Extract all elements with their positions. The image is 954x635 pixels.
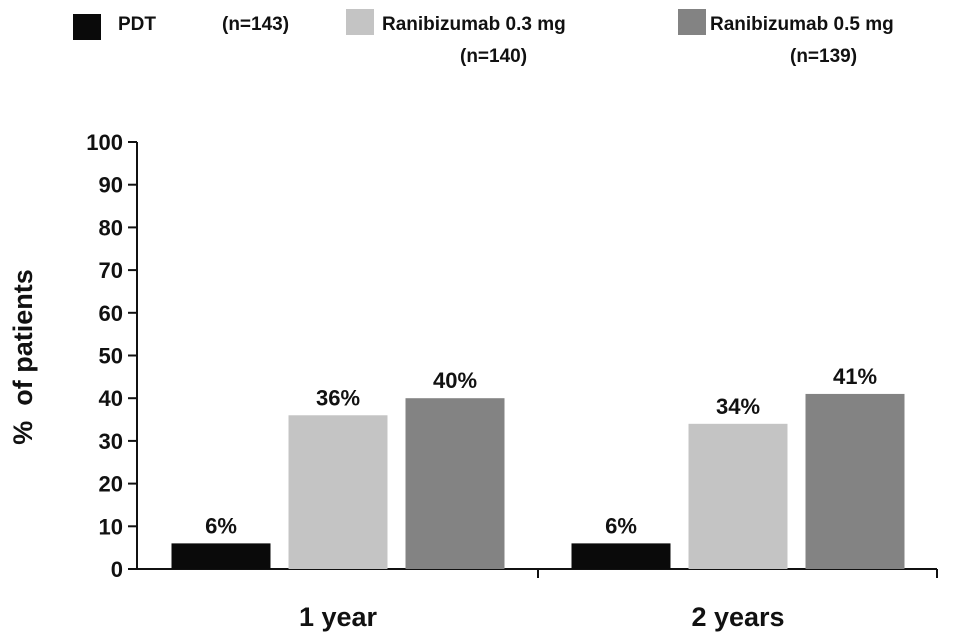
legend-swatch-ranibizumab-03 bbox=[346, 9, 374, 35]
bar-value-label: 6% bbox=[205, 513, 237, 538]
bar bbox=[805, 393, 905, 569]
legend-item-ranibizumab-05: Ranibizumab 0.5 mg (n=139) bbox=[678, 9, 894, 67]
y-tick-label: 60 bbox=[99, 301, 123, 326]
legend-item-pdt: PDT (n=143) bbox=[73, 14, 289, 40]
bar-value-label: 41% bbox=[833, 364, 877, 389]
bar bbox=[571, 543, 671, 569]
y-tick-label: 10 bbox=[99, 514, 123, 539]
y-tick-label: 100 bbox=[86, 130, 123, 155]
category-label: 1 year bbox=[299, 602, 378, 632]
bar-value-label: 6% bbox=[605, 513, 637, 538]
y-tick-label: 80 bbox=[99, 215, 123, 240]
bar bbox=[288, 415, 388, 569]
legend-label-pdt: PDT bbox=[118, 14, 156, 35]
legend-label-ranibizumab-03: Ranibizumab 0.3 mg bbox=[382, 14, 566, 35]
category-labels: 1 year 2 years bbox=[299, 602, 785, 632]
y-tick-label: 50 bbox=[99, 344, 123, 369]
bar-value-label: 40% bbox=[433, 368, 477, 393]
y-tick-label: 70 bbox=[99, 258, 123, 283]
bar-value-label: 34% bbox=[716, 394, 760, 419]
category-label: 2 years bbox=[691, 602, 784, 632]
y-tick-label: 90 bbox=[99, 173, 123, 198]
legend-item-ranibizumab-03: Ranibizumab 0.3 mg (n=140) bbox=[346, 9, 566, 67]
bar-value-label: 36% bbox=[316, 385, 360, 410]
y-tick-label: 0 bbox=[111, 557, 123, 582]
bar bbox=[405, 398, 505, 569]
bar bbox=[171, 543, 271, 569]
legend-n-ranibizumab-05: (n=139) bbox=[790, 46, 857, 67]
y-tick-label: 30 bbox=[99, 429, 123, 454]
legend: PDT (n=143) Ranibizumab 0.3 mg (n=140) R… bbox=[73, 9, 894, 67]
legend-swatch-pdt bbox=[73, 14, 101, 40]
y-ticks: 0 10 20 30 40 50 60 70 80 90 100 bbox=[86, 130, 137, 582]
legend-n-ranibizumab-03: (n=140) bbox=[460, 46, 527, 67]
y-tick-label: 40 bbox=[99, 386, 123, 411]
y-tick-label: 20 bbox=[99, 472, 123, 497]
legend-label-ranibizumab-05: Ranibizumab 0.5 mg bbox=[710, 14, 894, 35]
legend-n-pdt: (n=143) bbox=[222, 14, 289, 35]
bar bbox=[688, 423, 788, 569]
legend-swatch-ranibizumab-05 bbox=[678, 9, 706, 35]
bars bbox=[171, 393, 905, 569]
bar-labels: 6% 36% 40% 6% 34% 41% bbox=[205, 364, 877, 538]
y-axis-label: % of patients bbox=[8, 269, 38, 445]
